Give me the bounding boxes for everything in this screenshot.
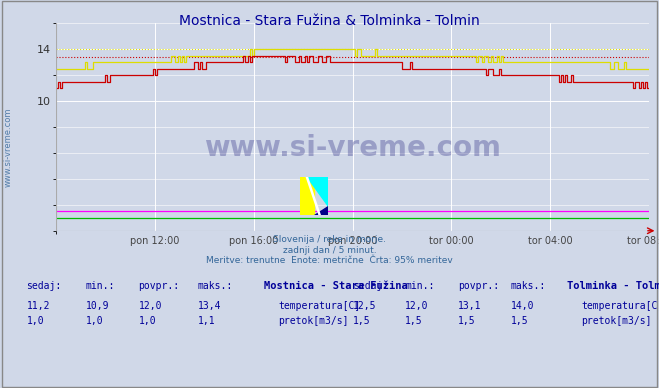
Text: 14,0: 14,0 [511,301,534,311]
Text: 12,5: 12,5 [353,301,376,311]
Polygon shape [307,177,328,206]
Text: maks.:: maks.: [511,281,546,291]
Text: 1,0: 1,0 [26,316,44,326]
Text: 11,2: 11,2 [26,301,50,311]
Text: 12,0: 12,0 [138,301,162,311]
Text: povpr.:: povpr.: [138,281,179,291]
Text: www.si-vreme.com: www.si-vreme.com [204,134,501,162]
Text: 1,0: 1,0 [138,316,156,326]
Text: 10,9: 10,9 [86,301,109,311]
Text: 1,1: 1,1 [198,316,215,326]
Text: maks.:: maks.: [198,281,233,291]
Bar [300,177,314,215]
Text: min.:: min.: [405,281,435,291]
Text: Mostnica - Stara Fužina & Tolminka - Tolmin: Mostnica - Stara Fužina & Tolminka - Tol… [179,14,480,28]
Text: sedaj:: sedaj: [353,281,387,291]
Text: www.si-vreme.com: www.si-vreme.com [4,108,13,187]
Polygon shape [314,206,328,215]
Text: pretok[m3/s]: pretok[m3/s] [581,316,652,326]
Text: zadnji dan / 5 minut.: zadnji dan / 5 minut. [283,246,376,255]
Text: Mostnica - Stara Fužina: Mostnica - Stara Fužina [264,281,407,291]
Text: 1,5: 1,5 [511,316,529,326]
Text: 1,0: 1,0 [86,316,103,326]
Text: 13,4: 13,4 [198,301,221,311]
Text: povpr.:: povpr.: [458,281,499,291]
Text: Meritve: trenutne  Enote: metrične  Črta: 95% meritev: Meritve: trenutne Enote: metrične Črta: … [206,256,453,265]
Text: sedaj:: sedaj: [26,281,61,291]
Text: Tolminka - Tolmin: Tolminka - Tolmin [567,281,659,291]
Text: 12,0: 12,0 [405,301,429,311]
Text: 1,5: 1,5 [353,316,370,326]
Text: min.:: min.: [86,281,115,291]
Text: 1,5: 1,5 [458,316,476,326]
Text: Slovenija / reke in morje.: Slovenija / reke in morje. [273,235,386,244]
Text: temperatura[C]: temperatura[C] [278,301,360,311]
Text: 1,5: 1,5 [405,316,423,326]
Text: temperatura[C]: temperatura[C] [581,301,659,311]
Text: pretok[m3/s]: pretok[m3/s] [278,316,349,326]
Text: 13,1: 13,1 [458,301,482,311]
